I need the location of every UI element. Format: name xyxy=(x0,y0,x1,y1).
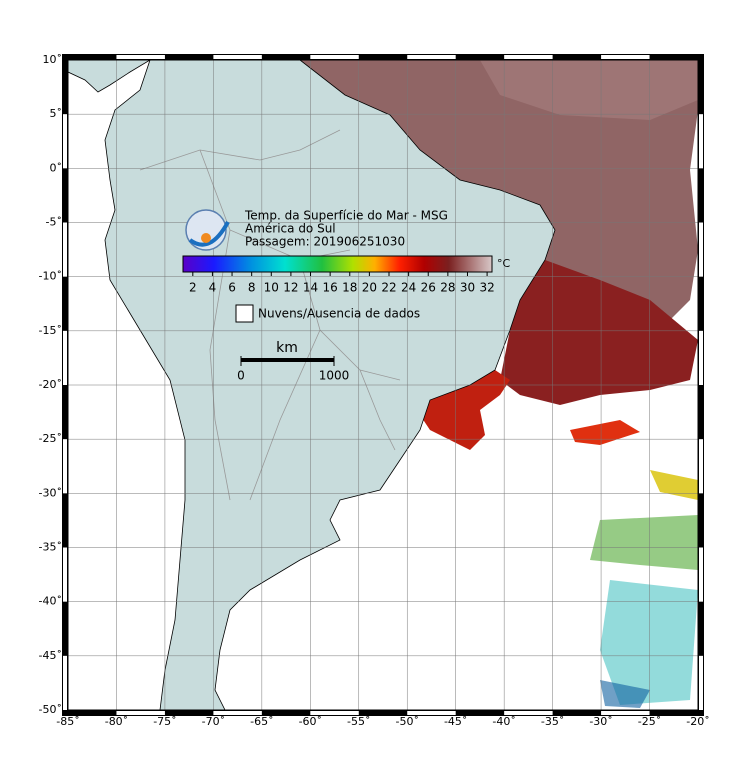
frame-segment xyxy=(213,55,262,59)
frame-segment xyxy=(310,711,359,715)
x-tick-label: -45˚ xyxy=(444,715,467,728)
sst-field xyxy=(300,60,698,708)
scale-unit: km xyxy=(276,340,298,356)
frame-segment xyxy=(699,114,703,169)
colorbar-tick-label: 10 xyxy=(264,281,279,295)
colorbar-unit: °C xyxy=(497,257,511,270)
logo-swoosh xyxy=(188,221,230,247)
x-tick-label: -55˚ xyxy=(347,715,370,728)
frame-segment xyxy=(699,655,703,710)
frame-segment xyxy=(601,55,650,59)
frame-segment xyxy=(699,330,703,385)
y-tick-label: 10˚ xyxy=(43,53,63,66)
y-tick-label: 5˚ xyxy=(50,107,63,120)
land-central-america xyxy=(68,60,151,93)
frame-segment xyxy=(116,711,165,715)
x-tick-label: -20˚ xyxy=(686,715,709,728)
frame-segment xyxy=(699,439,703,494)
y-tick-label: -35˚ xyxy=(39,541,62,554)
frame-segment xyxy=(63,655,67,710)
x-tick-label: -65˚ xyxy=(250,715,273,728)
frame-segment xyxy=(63,222,67,277)
frame-segment xyxy=(699,222,703,277)
frame-segment xyxy=(213,711,262,715)
x-tick-label: -60˚ xyxy=(299,715,322,728)
frame-segment xyxy=(601,711,650,715)
x-tick-label: -35˚ xyxy=(541,715,564,728)
y-tick-label: -40˚ xyxy=(39,595,62,608)
y-tick-label: -20˚ xyxy=(39,378,62,391)
colorbar-tick-label: 4 xyxy=(209,281,217,295)
frame-segment xyxy=(63,547,67,602)
frame-segment xyxy=(63,439,67,494)
y-tick-label: 0˚ xyxy=(50,161,63,174)
colorbar-tick-label: 14 xyxy=(303,281,318,295)
colorbar-tick-label: 12 xyxy=(283,281,298,295)
frame-segment xyxy=(699,547,703,602)
x-tick-label: -40˚ xyxy=(492,715,515,728)
legend-title: Temp. da Superfície do Mar - MSG xyxy=(244,209,448,223)
colorbar-tick-label: 8 xyxy=(248,281,256,295)
colorbar-tick-label: 16 xyxy=(323,281,338,295)
frame-segment xyxy=(63,330,67,385)
y-tick-label: -10˚ xyxy=(39,270,62,283)
y-tick-label: -5˚ xyxy=(46,216,62,229)
colorbar-tick-label: 22 xyxy=(381,281,396,295)
y-tick-label: -45˚ xyxy=(39,649,62,662)
colorbar-tick-label: 28 xyxy=(440,281,455,295)
x-tick-label: -70˚ xyxy=(202,715,225,728)
frame-segment xyxy=(504,55,553,59)
frame-segment xyxy=(504,711,553,715)
scale-tick-label: 0 xyxy=(237,369,245,383)
x-tick-label: -80˚ xyxy=(105,715,128,728)
legend-title: América do Sul xyxy=(245,222,336,236)
x-tick-label: -30˚ xyxy=(589,715,612,728)
map-border xyxy=(67,59,699,711)
colorbar-tick-label: 6 xyxy=(228,281,236,295)
frame-segment xyxy=(407,55,456,59)
colorbar-tick-label: 26 xyxy=(421,281,436,295)
y-tick-label: -30˚ xyxy=(39,486,62,499)
frame-segment xyxy=(116,55,165,59)
y-tick-label: -15˚ xyxy=(39,324,62,337)
colorbar xyxy=(182,255,493,273)
colorbar-tick-label: 18 xyxy=(342,281,357,295)
scale-tick-label: 1000 xyxy=(319,369,350,383)
x-tick-label: -50˚ xyxy=(395,715,418,728)
frame-segment xyxy=(407,711,456,715)
x-tick-label: -75˚ xyxy=(153,715,176,728)
colorbar-tick-label: 30 xyxy=(460,281,475,295)
logo-sun xyxy=(201,233,211,243)
colorbar-tick-label: 2 xyxy=(189,281,197,295)
y-tick-label: -25˚ xyxy=(39,432,62,445)
frame-segment xyxy=(310,55,359,59)
x-tick-label: -25˚ xyxy=(638,715,661,728)
colorbar-tick-label: 32 xyxy=(479,281,494,295)
no-data-label: Nuvens/Ausencia de dados xyxy=(258,307,420,321)
no-data-swatch xyxy=(235,304,254,323)
x-tick-label: -85˚ xyxy=(56,715,79,728)
scale-bar xyxy=(241,358,334,362)
frame-segment xyxy=(63,114,67,169)
y-tick-label: -50˚ xyxy=(39,703,62,716)
colorbar-tick-label: 24 xyxy=(401,281,416,295)
legend-title: Passagem: 201906251030 xyxy=(245,235,405,249)
colorbar-tick-label: 20 xyxy=(362,281,377,295)
